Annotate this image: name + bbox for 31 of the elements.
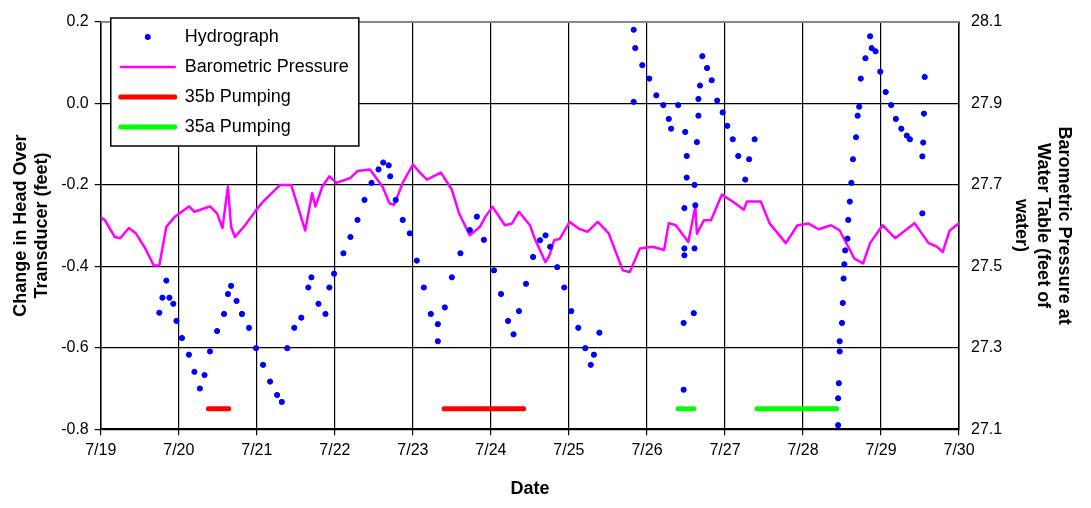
x-tick-label: 7/20 — [163, 441, 195, 459]
y2-tick-label: 28.1 — [971, 12, 1003, 30]
x-tick-label: 7/23 — [397, 441, 429, 459]
y2-tick-label: 27.9 — [971, 93, 1003, 111]
x-tick-label: 7/27 — [709, 441, 741, 459]
y-tick-label: -0.6 — [61, 338, 89, 356]
y2-tick-label: 27.1 — [971, 419, 1003, 437]
x-tick-label: 7/26 — [631, 441, 663, 459]
y2-tick-label: 27.5 — [971, 256, 1003, 274]
y2-axis-title: Barometric Pressure at Water Table (feet of water) — [1012, 126, 1076, 325]
y-tick-label: -0.4 — [61, 256, 89, 274]
x-tick-label: 7/25 — [553, 441, 585, 459]
y-tick-label: 0.0 — [66, 93, 89, 111]
legend-label: 35b Pumping — [184, 85, 291, 106]
y-tick-label: -0.8 — [61, 419, 89, 437]
legend-label: Barometric Pressure — [184, 55, 349, 76]
y2-tick-label: 27.3 — [971, 338, 1003, 356]
legend-label: Hydrograph — [184, 25, 279, 46]
x-tick-label: 7/21 — [241, 441, 273, 459]
x-tick-label: 7/19 — [85, 441, 117, 459]
y2-tick-label: 27.7 — [971, 175, 1003, 193]
x-tick-label: 7/30 — [943, 441, 975, 459]
x-tick-label: 7/24 — [475, 441, 507, 459]
x-axis-title: Date — [510, 478, 550, 499]
x-tick-label: 7/22 — [319, 441, 351, 459]
x-tick-label: 7/28 — [787, 441, 819, 459]
x-tick-label: 7/29 — [865, 441, 897, 459]
y-axis-title: Change in Head Over Transducer (feet) — [9, 134, 52, 317]
y-tick-label: 0.2 — [66, 12, 89, 30]
legend-label: 35a Pumping — [184, 115, 291, 136]
y-tick-label: -0.2 — [61, 175, 89, 193]
